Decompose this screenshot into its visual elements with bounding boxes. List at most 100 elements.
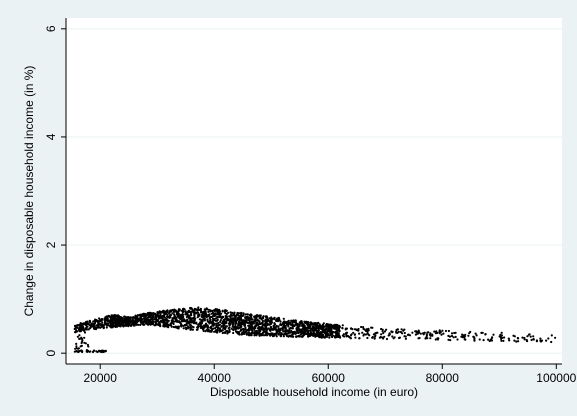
data-point-2339 bbox=[74, 330, 77, 333]
y-tick-label-1: 2 bbox=[44, 241, 58, 248]
data-point-1556 bbox=[182, 310, 185, 313]
data-point-803 bbox=[440, 333, 443, 336]
data-point-2082 bbox=[245, 333, 248, 336]
data-point-2232 bbox=[112, 325, 115, 328]
data-point-2420 bbox=[262, 329, 265, 332]
data-point-2050 bbox=[127, 321, 130, 325]
data-point-2644 bbox=[76, 335, 79, 338]
data-point-1634 bbox=[243, 332, 246, 335]
data-point-1120 bbox=[92, 322, 95, 325]
data-point-2276 bbox=[550, 340, 553, 344]
data-point-2156 bbox=[182, 315, 185, 319]
data-point-2042 bbox=[204, 322, 208, 325]
data-point-1978 bbox=[330, 325, 333, 328]
data-point-1794 bbox=[251, 330, 254, 333]
data-point-2527 bbox=[500, 334, 503, 337]
data-point-1439 bbox=[219, 320, 222, 323]
data-point-693 bbox=[207, 310, 210, 313]
data-point-1933 bbox=[246, 329, 249, 332]
data-point-2502 bbox=[78, 323, 81, 327]
data-point-1498 bbox=[474, 332, 477, 335]
data-point-2334 bbox=[210, 327, 213, 330]
data-point-2430 bbox=[330, 335, 333, 338]
data-point-2340 bbox=[261, 333, 264, 336]
data-point-1899 bbox=[188, 326, 191, 329]
data-point-2482 bbox=[532, 337, 535, 341]
data-point-1860 bbox=[288, 327, 291, 331]
data-point-2338 bbox=[106, 315, 109, 318]
data-point-2585 bbox=[240, 328, 243, 331]
data-point-2487 bbox=[242, 320, 245, 323]
data-point-1223 bbox=[262, 334, 266, 337]
data-point-2376 bbox=[163, 318, 166, 321]
data-point-1745 bbox=[236, 311, 239, 315]
data-point-2163 bbox=[295, 335, 298, 338]
data-point-2576 bbox=[180, 324, 184, 327]
data-point-953 bbox=[92, 320, 95, 323]
data-point-1572 bbox=[232, 328, 235, 332]
data-point-2509 bbox=[325, 323, 328, 326]
data-point-2646 bbox=[77, 347, 80, 350]
data-point-2525 bbox=[283, 320, 286, 323]
data-point-2621 bbox=[91, 350, 95, 354]
data-point-1765 bbox=[314, 324, 317, 327]
data-point-2193 bbox=[185, 320, 188, 323]
data-point-2595 bbox=[290, 330, 293, 334]
data-point-2641 bbox=[75, 342, 78, 345]
data-point-1273 bbox=[259, 330, 262, 333]
data-point-2112 bbox=[131, 319, 134, 322]
data-point-2309 bbox=[152, 316, 155, 319]
data-point-2438 bbox=[363, 328, 366, 331]
data-point-1749 bbox=[434, 332, 437, 335]
data-point-1427 bbox=[554, 336, 557, 339]
data-point-2348 bbox=[270, 326, 273, 329]
data-point-2647 bbox=[85, 349, 88, 352]
data-point-1046 bbox=[232, 331, 235, 335]
data-point-2450 bbox=[258, 322, 262, 325]
data-point-2506 bbox=[91, 325, 94, 328]
data-point-2409 bbox=[233, 317, 236, 320]
data-point-2217 bbox=[145, 317, 148, 320]
data-point-2078 bbox=[303, 333, 306, 336]
data-point-1532 bbox=[327, 333, 330, 336]
data-point-2507 bbox=[82, 322, 85, 325]
data-point-1917 bbox=[82, 326, 85, 330]
data-point-2091 bbox=[119, 325, 122, 328]
data-point-2222 bbox=[266, 328, 269, 331]
data-point-2524 bbox=[111, 318, 114, 321]
data-point-1052 bbox=[328, 336, 331, 339]
data-point-182 bbox=[456, 338, 459, 341]
data-point-2310 bbox=[117, 324, 121, 327]
data-point-1488 bbox=[270, 322, 273, 325]
data-point-2110 bbox=[154, 312, 157, 315]
data-point-1220 bbox=[170, 325, 173, 328]
data-point-2116 bbox=[191, 325, 194, 328]
data-point-1981 bbox=[262, 317, 265, 320]
data-point-1202 bbox=[280, 332, 283, 335]
data-point-2564 bbox=[292, 331, 295, 334]
data-point-2214 bbox=[97, 323, 100, 326]
data-point-534 bbox=[429, 337, 432, 340]
data-point-1590 bbox=[156, 312, 160, 315]
data-point-1714 bbox=[138, 314, 141, 317]
data-point-2475 bbox=[219, 314, 222, 317]
data-point-1341 bbox=[191, 308, 194, 311]
data-point-2034 bbox=[284, 327, 287, 330]
data-point-2326 bbox=[257, 332, 260, 335]
data-point-2047 bbox=[264, 315, 267, 318]
data-point-2553 bbox=[438, 329, 441, 332]
data-point-2570 bbox=[228, 330, 231, 333]
data-point-1282 bbox=[258, 320, 261, 323]
data-point-2574 bbox=[169, 309, 172, 313]
data-point-2577 bbox=[292, 320, 296, 324]
data-point-2032 bbox=[258, 334, 261, 337]
data-point-2099 bbox=[209, 318, 212, 321]
data-point-1797 bbox=[529, 335, 532, 338]
data-point-570 bbox=[282, 317, 285, 320]
data-point-1555 bbox=[218, 308, 221, 311]
data-point-1176 bbox=[137, 323, 140, 326]
data-point-2209 bbox=[211, 324, 214, 327]
data-point-675 bbox=[449, 339, 452, 342]
data-point-1245 bbox=[196, 316, 199, 319]
data-point-2650 bbox=[83, 341, 86, 344]
